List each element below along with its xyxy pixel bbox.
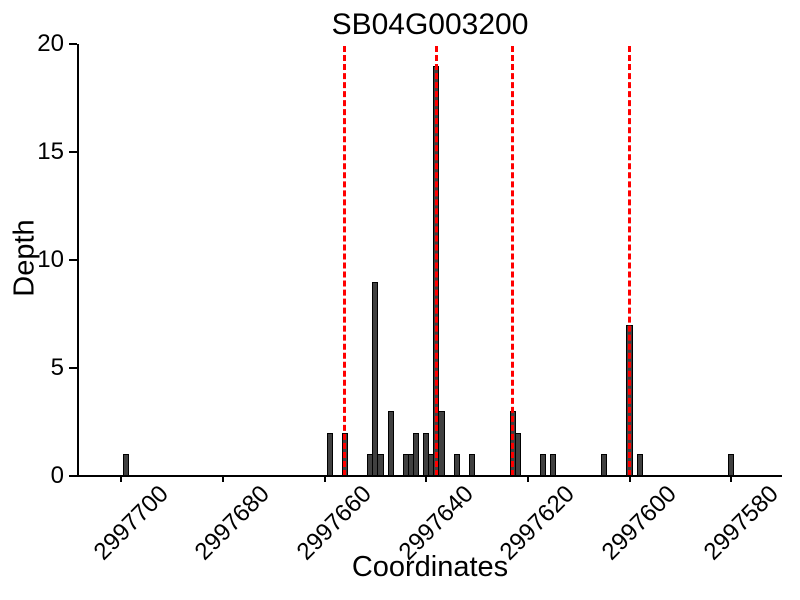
bar: [377, 454, 384, 476]
bar: [728, 454, 735, 476]
y-axis-tick: [69, 43, 77, 45]
bar: [601, 454, 608, 476]
bar: [514, 432, 521, 476]
bar: [636, 454, 643, 476]
x-axis-tick: [425, 476, 428, 482]
x-axis-tick: [526, 476, 529, 482]
y-tick-label: 20: [37, 30, 64, 57]
bar: [550, 454, 557, 476]
x-axis-tick: [730, 476, 733, 482]
bar: [387, 411, 394, 476]
chart-title: SB04G003200: [331, 8, 529, 41]
bar: [372, 281, 379, 476]
marker-line: [343, 46, 347, 476]
bar: [453, 454, 460, 476]
x-axis-tick: [323, 476, 326, 482]
y-tick-label: 0: [50, 462, 64, 489]
x-axis-tick: [120, 476, 123, 482]
y-tick-label: 5: [50, 354, 64, 381]
y-axis-tick: [69, 259, 77, 261]
x-axis-tick: [221, 476, 224, 482]
bar: [468, 454, 476, 476]
marker-line: [628, 46, 631, 476]
bar: [326, 432, 333, 476]
x-axis-tick: [628, 476, 631, 482]
bar: [123, 454, 130, 476]
bar: [438, 411, 445, 476]
bar: [412, 432, 420, 476]
x-axis-label: Coordinates: [351, 551, 509, 583]
marker-line: [511, 46, 515, 476]
y-tick-label: 10: [37, 246, 64, 273]
y-tick-label: 15: [37, 138, 64, 165]
y-axis-tick: [69, 367, 77, 369]
y-axis-line: [77, 44, 79, 477]
y-axis-tick: [69, 151, 77, 153]
marker-line: [434, 46, 438, 476]
x-axis-line: [77, 475, 782, 477]
y-axis-tick: [69, 475, 77, 477]
bar: [540, 454, 547, 476]
